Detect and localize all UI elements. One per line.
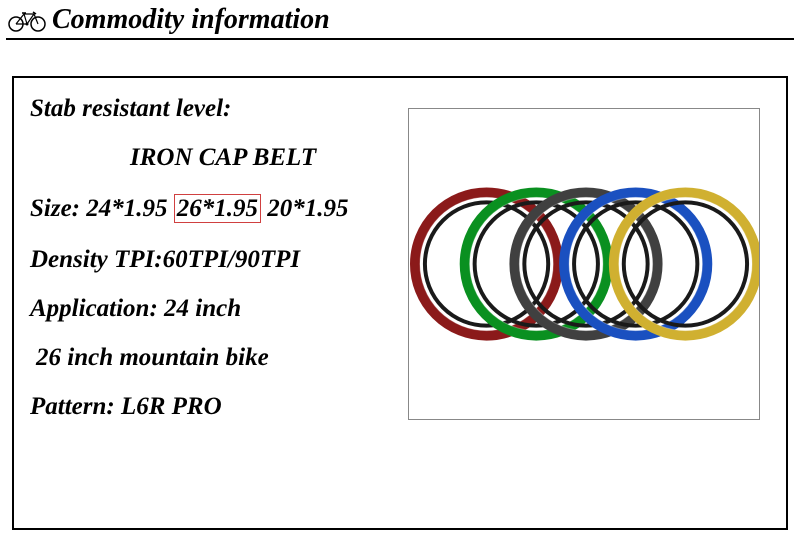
- size-3: 20*1.95: [267, 195, 348, 222]
- commodity-info-box: Stab resistant level: IRON CAP BELT Size…: [12, 76, 788, 530]
- header-underline: [6, 38, 794, 40]
- size-1: 24*1.95: [86, 195, 167, 222]
- bicycle-icon: [6, 8, 48, 32]
- header-title: Commodity information: [52, 4, 330, 36]
- page-header: Commodity information: [0, 0, 800, 38]
- size-2-highlighted: 26*1.95: [174, 194, 261, 223]
- tires-svg: [409, 108, 759, 420]
- product-image: [408, 108, 760, 420]
- size-label: Size:: [30, 195, 80, 222]
